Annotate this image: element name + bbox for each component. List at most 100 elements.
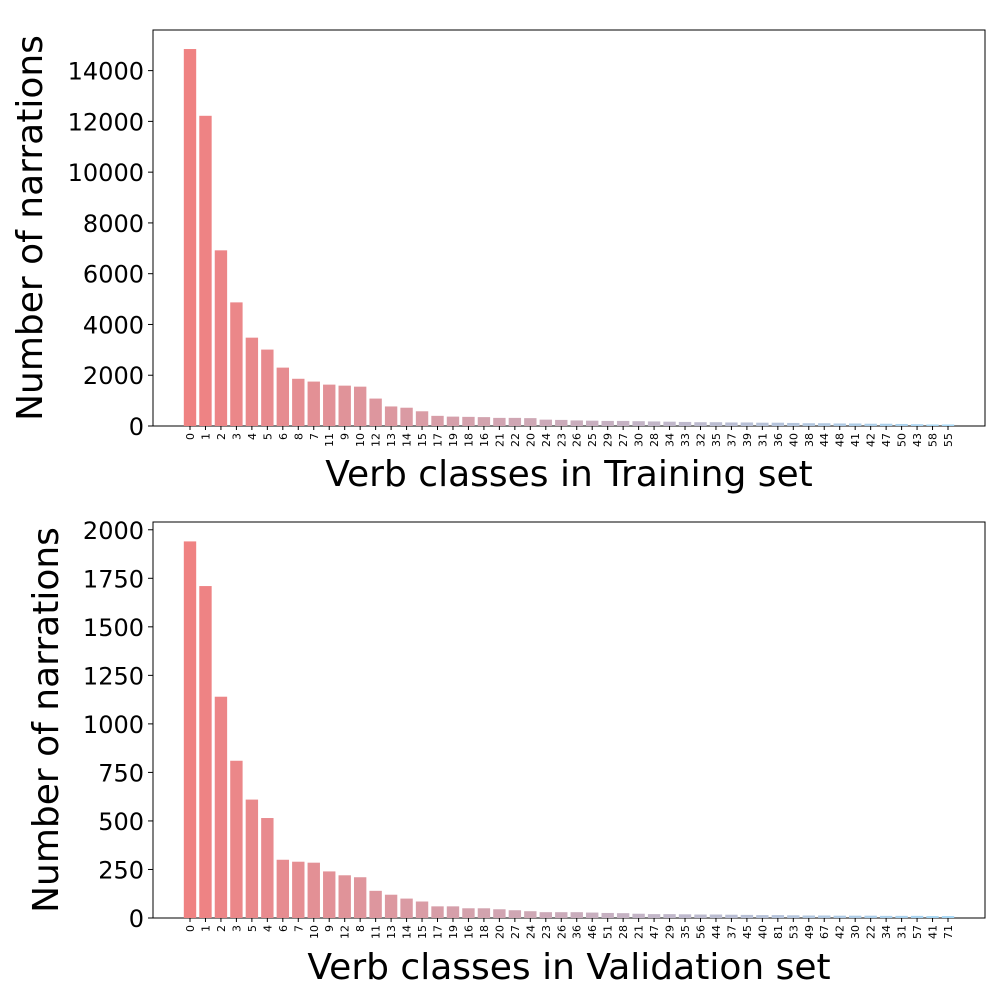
bar-58 <box>926 424 939 426</box>
x-tick-label: 31 <box>756 433 769 447</box>
bar-20 <box>524 418 537 426</box>
x-tick-label: 22 <box>865 925 878 939</box>
x-tick-label: 47 <box>648 925 661 939</box>
bar-24 <box>524 911 537 918</box>
y-tick-label: 2000 <box>83 362 144 390</box>
x-tick-label: 34 <box>880 925 893 939</box>
x-tick-label: 16 <box>462 925 475 939</box>
y-axis-label: Number of narrations <box>10 35 51 421</box>
x-tick-label: 42 <box>834 925 847 939</box>
x-tick-label: 14 <box>401 433 414 447</box>
x-tick-label: 32 <box>694 433 707 447</box>
bar-13 <box>384 894 398 918</box>
x-tick-label: 26 <box>571 433 584 447</box>
x-tick-label: 28 <box>648 433 661 447</box>
bar-51 <box>601 912 614 918</box>
x-tick-label: 48 <box>834 433 847 447</box>
bar-7 <box>292 861 305 918</box>
bar-40 <box>787 422 800 426</box>
x-tick-label: 21 <box>633 925 646 939</box>
x-tick-label: 44 <box>710 925 723 939</box>
bar-53 <box>787 915 800 918</box>
x-tick-label: 4 <box>246 433 259 440</box>
x-tick-label: 58 <box>927 433 940 447</box>
y-tick-label: 4000 <box>83 311 144 339</box>
bar-10 <box>353 386 367 426</box>
bar-10 <box>307 862 320 918</box>
x-tick-label: 15 <box>416 433 429 447</box>
x-axis-label: Verb classes in Validation set <box>307 947 830 988</box>
x-tick-label: 9 <box>323 925 336 932</box>
y-tick-label: 8000 <box>83 210 144 238</box>
x-tick-label: 2 <box>215 433 228 440</box>
bar-3 <box>230 302 243 426</box>
x-tick-label: 42 <box>865 433 878 447</box>
bar-49 <box>802 915 815 918</box>
x-tick-label: 41 <box>849 433 862 447</box>
x-tick-label: 81 <box>772 925 785 939</box>
bar-33 <box>678 421 692 426</box>
bar-30 <box>849 915 862 918</box>
bar-28 <box>616 913 630 918</box>
bar-48 <box>833 423 846 426</box>
x-tick-label: 23 <box>555 433 568 447</box>
bar-42 <box>864 423 877 426</box>
x-tick-label: 4 <box>261 925 274 932</box>
x-tick-label: 46 <box>586 925 599 939</box>
bar-15 <box>415 901 429 918</box>
bar-1 <box>199 115 212 427</box>
x-tick-label: 39 <box>741 433 754 447</box>
bar-39 <box>740 422 754 426</box>
y-tick-label: 250 <box>98 856 144 884</box>
bar-40 <box>756 915 769 918</box>
bar-41 <box>926 916 939 918</box>
y-tick-label: 0 <box>129 413 144 441</box>
bar-1 <box>199 586 212 918</box>
bar-18 <box>462 416 475 426</box>
x-tick-label: 0 <box>184 925 197 932</box>
x-tick-label: 5 <box>261 433 274 440</box>
bar-27 <box>616 420 630 426</box>
bar-8 <box>353 877 367 918</box>
x-tick-label: 17 <box>432 925 445 939</box>
bar-55 <box>941 424 955 426</box>
y-tick-label: 0 <box>129 905 144 933</box>
bar-31 <box>756 422 769 426</box>
x-tick-label: 15 <box>416 925 429 939</box>
x-tick-label: 57 <box>911 925 924 939</box>
bar-41 <box>849 423 862 426</box>
bar-22 <box>508 417 522 426</box>
bar-35 <box>678 914 692 918</box>
x-tick-label: 31 <box>896 925 909 939</box>
bar-29 <box>663 914 676 918</box>
x-tick-label: 3 <box>230 925 243 932</box>
bar-43 <box>910 424 924 426</box>
bar-5 <box>261 349 274 426</box>
bar-21 <box>632 913 645 918</box>
y-tick-label: 10000 <box>68 159 144 187</box>
bar-42 <box>833 915 846 918</box>
x-tick-label: 36 <box>772 433 785 447</box>
x-tick-label: 16 <box>478 433 491 447</box>
x-tick-label: 37 <box>725 925 738 939</box>
bar-81 <box>771 915 785 918</box>
bar-46 <box>586 912 599 918</box>
x-tick-label: 11 <box>323 433 336 447</box>
bar-45 <box>740 914 754 918</box>
bar-13 <box>384 406 398 426</box>
bar-36 <box>570 912 583 918</box>
y-tick-label: 1000 <box>83 711 144 739</box>
x-tick-label: 29 <box>602 433 615 447</box>
bar-17 <box>431 415 444 426</box>
x-tick-label: 7 <box>292 925 305 932</box>
y-axis-ticks: 0 2000 4000 6000 8000 10000 12000 14000 <box>68 58 153 441</box>
x-tick-label: 19 <box>447 925 460 939</box>
x-axis-label: Verb classes in Training set <box>325 454 813 495</box>
bar-50 <box>895 423 908 426</box>
bar-5 <box>245 799 259 918</box>
bar-group <box>183 49 955 427</box>
y-tick-label: 1250 <box>83 662 144 690</box>
bar-23 <box>539 912 552 918</box>
bar-9 <box>323 871 336 918</box>
